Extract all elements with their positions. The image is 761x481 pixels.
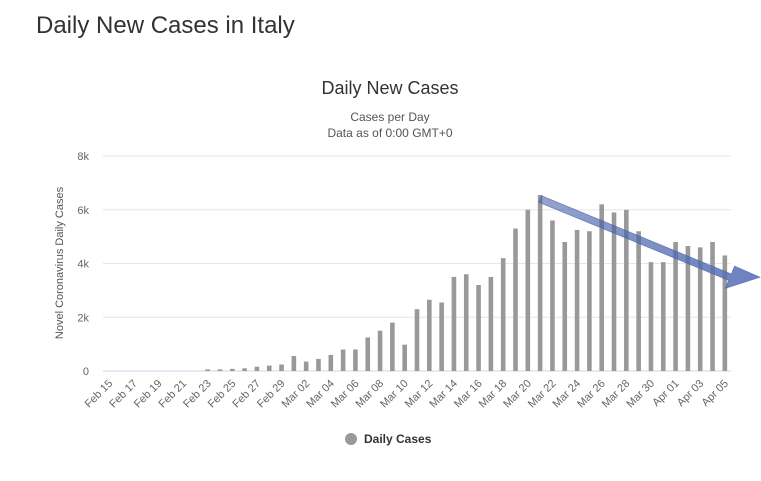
bar-series (205, 194, 728, 372)
bar[interactable] (513, 228, 518, 371)
bar[interactable] (279, 364, 284, 371)
x-tick-label: Mar 30 (624, 378, 657, 411)
chart-subtitle-line-2: Data as of 0:00 GMT+0 (327, 126, 452, 140)
bar[interactable] (377, 330, 383, 371)
bar[interactable] (402, 344, 407, 371)
y-tick-label: 0 (83, 366, 89, 378)
legend[interactable]: Daily Cases (345, 432, 432, 446)
bar[interactable] (648, 262, 654, 371)
bar[interactable] (266, 365, 272, 371)
bar[interactable] (537, 194, 543, 371)
bar[interactable] (254, 366, 260, 371)
y-tick-label: 2k (77, 312, 89, 324)
chart-title: Daily New Cases (321, 78, 458, 98)
bar[interactable] (242, 368, 247, 371)
bar[interactable] (414, 309, 420, 371)
y-tick-label: 8k (77, 151, 89, 163)
bar[interactable] (488, 276, 494, 371)
legend-marker (345, 433, 357, 445)
trend-arrow (538, 195, 761, 289)
bar[interactable] (660, 262, 666, 371)
bar[interactable] (500, 258, 506, 371)
x-tick-label: Apr 05 (700, 378, 731, 409)
y-axis-ticks: 0 2k 4k 6k 8k (77, 151, 89, 378)
trend-arrow-shape (538, 195, 761, 289)
page-title: Daily New Cases in Italy (36, 12, 295, 39)
bar[interactable] (476, 285, 481, 371)
y-tick-label: 4k (77, 259, 89, 271)
bar[interactable] (611, 212, 617, 371)
bar[interactable] (636, 231, 641, 371)
y-axis-title: Novel Coronavirus Daily Cases (54, 186, 66, 339)
bar[interactable] (525, 209, 531, 371)
bar[interactable] (427, 299, 432, 371)
bar[interactable] (673, 242, 678, 371)
bar[interactable] (697, 247, 703, 371)
bar[interactable] (328, 354, 334, 371)
bar[interactable] (229, 368, 235, 371)
bar[interactable] (574, 229, 580, 371)
bar[interactable] (390, 322, 395, 371)
legend-label: Daily Cases (364, 432, 432, 446)
bar[interactable] (205, 369, 210, 371)
bar[interactable] (722, 255, 728, 371)
bar[interactable] (316, 358, 321, 371)
bar[interactable] (217, 369, 223, 371)
bar[interactable] (550, 220, 555, 372)
bar[interactable] (685, 246, 691, 371)
bar[interactable] (303, 361, 309, 371)
bar[interactable] (353, 349, 358, 372)
bar[interactable] (624, 209, 629, 371)
bar[interactable] (587, 231, 592, 371)
x-tick-label: Apr 03 (675, 378, 706, 409)
bar[interactable] (710, 242, 715, 371)
bar[interactable] (439, 302, 444, 371)
bar[interactable] (599, 204, 605, 371)
bar[interactable] (291, 355, 297, 371)
bar[interactable] (365, 337, 371, 371)
bar[interactable] (562, 242, 568, 371)
y-tick-label: 6k (77, 205, 89, 217)
x-tick-label: Apr 01 (650, 378, 681, 409)
bar[interactable] (451, 276, 457, 371)
chart-subtitle-line-1: Cases per Day (350, 110, 429, 124)
bar[interactable] (340, 349, 346, 372)
bar[interactable] (463, 274, 469, 371)
